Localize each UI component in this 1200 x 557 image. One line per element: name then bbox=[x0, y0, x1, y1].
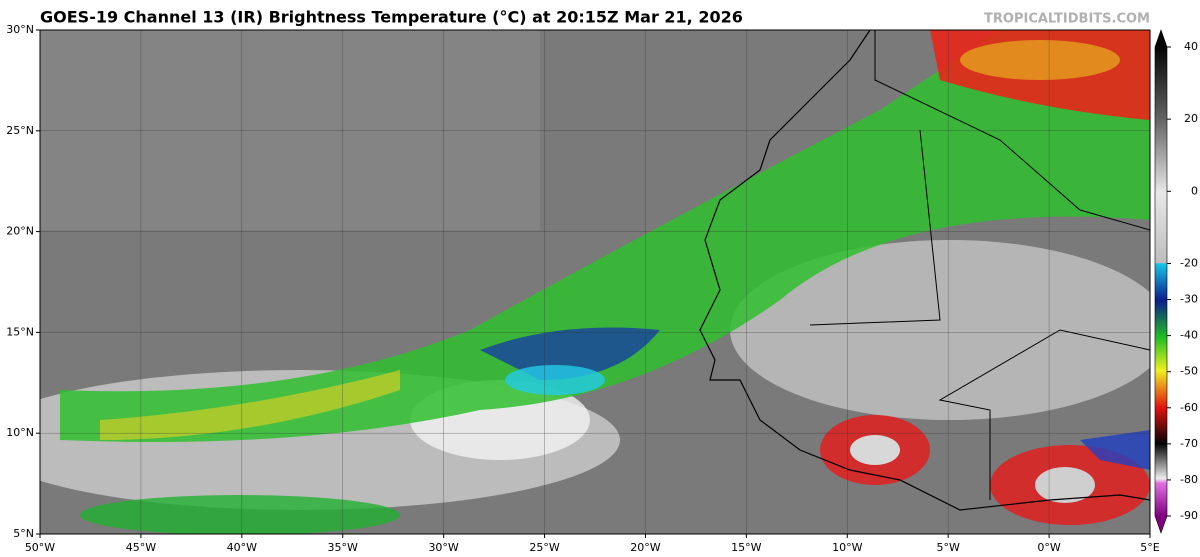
title: GOES-19 Channel 13 (IR) Brightness Tempe… bbox=[40, 8, 743, 27]
map-frame bbox=[39, 29, 1151, 535]
colorbar-label: -50 bbox=[1180, 365, 1198, 378]
lon-label: 15°W bbox=[731, 541, 761, 554]
imagery bbox=[40, 30, 1150, 534]
colorbar-label: 40 bbox=[1184, 40, 1198, 53]
lon-label: 35°W bbox=[328, 541, 358, 554]
colorbar bbox=[1154, 29, 1168, 534]
lat-label: 30°N bbox=[6, 23, 34, 36]
lat-label: 5°N bbox=[13, 527, 34, 540]
colorbar-label: -70 bbox=[1180, 437, 1198, 450]
lon-label: 50°W bbox=[25, 541, 55, 554]
brand: TROPICALTIDBITS.COM bbox=[984, 12, 1150, 27]
lon-label: 30°W bbox=[428, 541, 458, 554]
lon-label: 20°W bbox=[630, 541, 660, 554]
colorbar-label: 0 bbox=[1191, 184, 1198, 197]
lon-label: 25°W bbox=[529, 541, 559, 554]
lon-label: 5°W bbox=[936, 541, 959, 554]
colorbar-label: -30 bbox=[1180, 293, 1198, 306]
colorbar-label: 20 bbox=[1184, 112, 1198, 125]
lon-label: 0°W bbox=[1037, 541, 1060, 554]
lat-label: 20°N bbox=[6, 225, 34, 238]
lat-label: 15°N bbox=[6, 325, 34, 338]
lon-label: 45°W bbox=[126, 541, 156, 554]
lat-label: 25°N bbox=[6, 124, 34, 137]
lat-label: 10°N bbox=[6, 426, 34, 439]
colorbar-label: -60 bbox=[1180, 401, 1198, 414]
lon-label: 40°W bbox=[227, 541, 257, 554]
lon-label: 10°W bbox=[832, 541, 862, 554]
colorbar-label: -40 bbox=[1180, 329, 1198, 342]
colorbar-label: -80 bbox=[1180, 473, 1198, 486]
colorbar-label: -90 bbox=[1180, 509, 1198, 522]
lon-label: 5°E bbox=[1140, 541, 1159, 554]
colorbar-label: -20 bbox=[1180, 256, 1198, 269]
